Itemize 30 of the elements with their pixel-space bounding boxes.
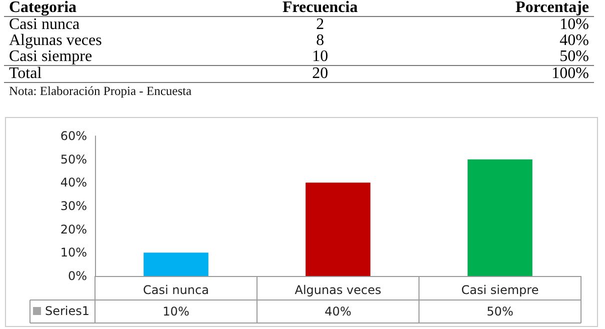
y-tick-label: 10% [60,246,87,260]
text: Total [4,65,228,82]
text: Series1 [45,304,90,318]
text: 10 [311,48,330,66]
text: Casi siempre [8,48,94,66]
y-tick-label: 50% [60,152,87,166]
category-label: Porcentaje [412,0,594,16]
text: 8 [315,32,326,49]
text: 40% [558,32,590,49]
y-tick-label: 0% [68,269,87,283]
text: 50% [558,48,590,66]
x-tick-label: Algunas veces [294,283,382,297]
text: 100% [412,65,594,82]
text: 20 [227,65,413,82]
y-tick-label: 60% [60,129,87,143]
data-label: 50% [486,304,514,318]
category-label: Frecuencia [227,0,413,16]
y-tick-label: 30% [60,199,87,213]
category-label: Categoria [4,0,228,16]
text: Nota: Elaboración Propia - Encuesta [8,83,193,100]
text: Casi nunca [8,16,81,33]
data-label: 10% [162,304,190,318]
x-tick-label: Casi siempre [461,283,539,297]
x-tick-label: Casi nunca [143,283,209,297]
text: 10% [558,16,590,33]
text: Algunas veces [8,32,103,49]
y-tick-label: 20% [60,222,87,236]
data-label: 40% [324,304,352,318]
y-tick-label: 40% [60,176,87,190]
text: 2 [315,16,326,33]
